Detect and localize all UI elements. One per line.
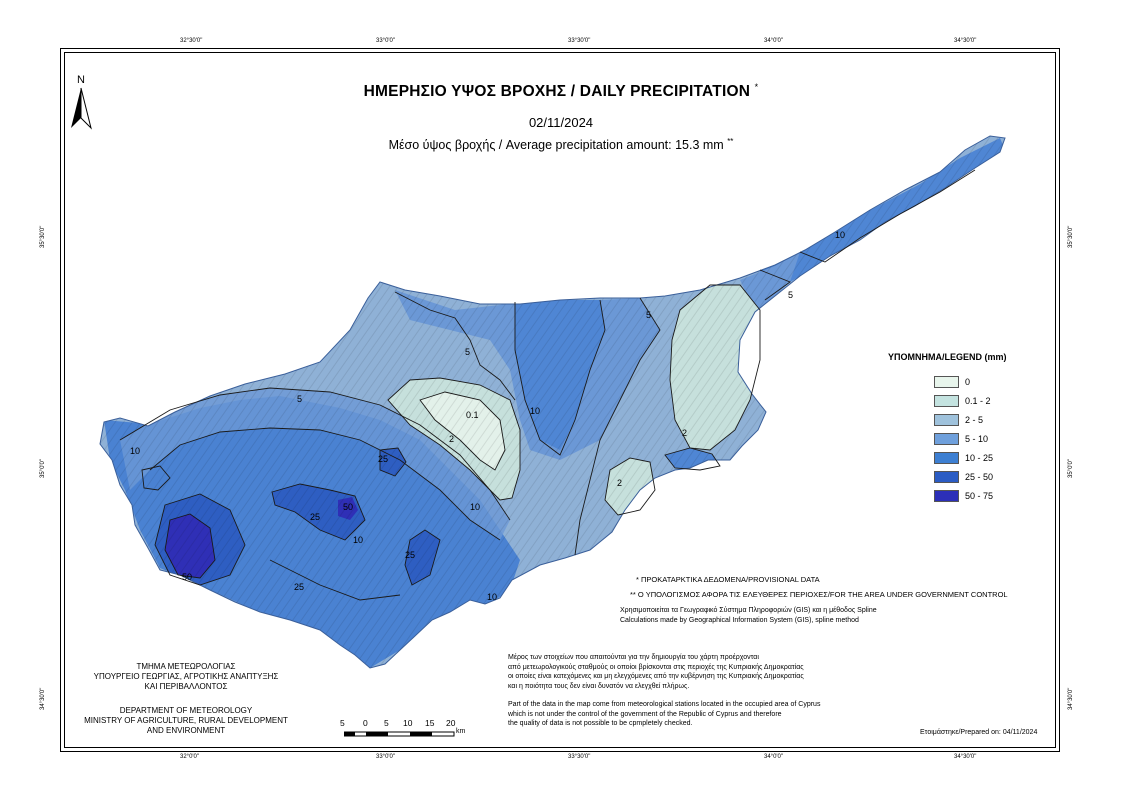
coord-bottom: 33°0'0" [376, 754, 396, 760]
disclaimer-line: Μέρος των στοιχείων που απαιτούνται για … [508, 654, 759, 661]
north-arrow-shape [71, 87, 92, 130]
legend-row: 0.1 - 2 [934, 394, 991, 408]
contour-lines [119, 169, 976, 601]
government-area-note: ** Ο ΥΠΟΛΟΓΙΣΜΟΣ ΑΦΟΡΑ ΤΙΣ ΕΛΕΥΘΕΡΕΣ ΠΕΡ… [630, 590, 1008, 599]
department-english: DEPARTMENT OF METEOROLOGY MINISTRY OF AG… [66, 706, 306, 736]
contour-label: 10 [130, 446, 140, 456]
dept-line: DEPARTMENT OF METEOROLOGY [119, 706, 253, 715]
gis-note-english: Calculations made by Geographical Inform… [620, 617, 859, 624]
coord-top: 33°30'0" [568, 38, 591, 44]
disclaimer-line: και η ποιότητα τους δεν είναι δυνατόν να… [508, 682, 690, 690]
legend-swatch [934, 471, 959, 483]
contour-label: 5 [646, 310, 651, 320]
average-footnote-mark: ** [727, 137, 734, 146]
legend-label: 10 - 25 [965, 453, 994, 463]
coord-top: 32°30'0" [180, 38, 203, 44]
scale-tick: 0 [363, 718, 368, 728]
contour-label: 25 [405, 550, 415, 560]
legend-row: 0 [934, 375, 970, 389]
coord-bottom: 32°0'0" [180, 754, 200, 760]
map-date: 02/11/2024 [528, 115, 594, 130]
contour-label: 2 [449, 434, 454, 444]
legend-swatch [934, 376, 959, 388]
dept-line: ΤΜΗΜΑ ΜΕΤΕΩΡΟΛΟΓΙΑΣ [136, 662, 236, 671]
prepared-date: Ετοιμάστηκε/Prepared on: 04/11/2024 [920, 729, 1038, 736]
scale-tick: 10 [403, 718, 413, 728]
gis-note-greek: Χρησιμοποιείται τα Γεωγραφικό Σύστημα Πλ… [620, 607, 877, 614]
scale-bar [344, 731, 455, 737]
scale-tick: 15 [425, 718, 435, 728]
contour-label: 2 [682, 428, 687, 438]
legend-row: 50 - 75 [934, 489, 993, 503]
disclaimer-line: the quality of data is not possible to b… [508, 720, 693, 727]
disclaimer-greek: Μέρος των στοιχείων που απαιτούνται για … [508, 653, 804, 691]
dept-line: AND ENVIRONMENT [146, 726, 226, 735]
contour-label: 5 [297, 394, 302, 404]
legend-row: 5 - 10 [934, 432, 988, 446]
contour-label: 5 [465, 347, 470, 357]
contour-label: 25 [294, 582, 304, 592]
legend-swatch [934, 452, 959, 464]
scale-tick: 5 [340, 718, 345, 728]
disclaimer-line: οι οποίες είναι κατεχόμενες και μη ελεγχ… [508, 673, 804, 680]
legend-label: 0.1 - 2 [965, 396, 991, 406]
disclaimer-line: από μετεωρολογικούς σταθμούς οι οποίοι β… [508, 663, 804, 671]
scale-tick: 20 [446, 718, 456, 728]
dept-line: ΥΠΟΥΡΓΕΙΟ ΓΕΩΡΓΙΑΣ, ΑΓΡΟΤΙΚΗΣ ΑΝΑΠΤΥΞΗΣ [93, 672, 279, 681]
map-inner-frame [64, 52, 1056, 748]
legend-label: 25 - 50 [965, 472, 994, 482]
legend-label: 2 - 5 [965, 415, 984, 425]
legend-swatch [934, 414, 959, 426]
scale-tick: 5 [384, 718, 389, 728]
legend-swatch [934, 433, 959, 445]
legend-label: 0 [965, 377, 971, 387]
dept-line: MINISTRY OF AGRICULTURE, RURAL DEVELOPME… [84, 716, 288, 725]
scale-bar-labels: 5 0 5 10 15 20 [338, 718, 478, 730]
legend-row: 10 - 25 [934, 451, 993, 465]
contour-label: 10 [487, 592, 497, 602]
north-label: N [77, 74, 85, 86]
disclaimer-line: which is not under the control of the go… [508, 710, 782, 718]
legend-title: ΥΠΟΜΝΗΜΑ/LEGEND (mm) [888, 352, 1007, 362]
map-title: ΗΜΕΡΗΣΙΟ ΥΨΟΣ ΒΡΟΧΗΣ / DAILY PRECIPITATI… [0, 82, 1122, 101]
contour-label: 0.1 [466, 410, 479, 420]
average-precipitation: Μέσο ύψος βροχής / Average precipitation… [0, 137, 1122, 152]
contour-label: 25 [378, 454, 388, 464]
coord-top: 33°0'0" [376, 38, 396, 44]
legend-label: 5 - 10 [965, 434, 989, 444]
contour-label: 25 [310, 512, 320, 522]
legend-row: 2 - 5 [934, 413, 983, 427]
average-text: Μέσο ύψος βροχής / Average precipitation… [388, 138, 724, 153]
contour-labels: 5 5 5 5 10 10 10 10 10 10 0.1 2 2 2 25 2… [130, 230, 845, 602]
coord-bottom: 34°30'0" [954, 754, 977, 760]
coord-top: 34°30'0" [954, 38, 977, 44]
department-greek: ΤΜΗΜΑ ΜΕΤΕΩΡΟΛΟΓΙΑΣ ΥΠΟΥΡΓΕΙΟ ΓΕΩΡΓΙΑΣ, … [66, 662, 306, 692]
legend-swatch [934, 395, 959, 407]
contour-label: 5 [788, 290, 793, 300]
title-footnote-mark: * [754, 82, 759, 92]
contour-label: 10 [470, 502, 480, 512]
contour-label: 10 [835, 230, 845, 240]
contour-label: 50 [182, 572, 192, 582]
contour-label: 50 [343, 502, 353, 512]
coord-top: 34°0'0" [764, 38, 784, 44]
scale-unit: km [456, 728, 466, 735]
legend-swatch [934, 490, 959, 502]
contour-label: 10 [530, 406, 540, 416]
disclaimer-line: Part of the data in the map come from me… [508, 701, 821, 708]
coord-bottom: 34°0'0" [764, 754, 784, 760]
coord-bottom: 33°30'0" [568, 754, 591, 760]
map-title-text: ΗΜΕΡΗΣΙΟ ΥΨΟΣ ΒΡΟΧΗΣ / DAILY PRECIPITATI… [363, 83, 751, 101]
map-outer-frame [60, 48, 1060, 752]
legend-label: 50 - 75 [965, 491, 994, 501]
legend-row: 25 - 50 [934, 470, 993, 484]
provisional-note: * ΠΡΟΚΑΤΑΡΚΤΙΚΑ ΔΕΔΟΜΕΝΑ/PROVISIONAL DAT… [636, 575, 820, 584]
north-arrow-icon: N [68, 74, 94, 134]
disclaimer-english: Part of the data in the map come from me… [508, 700, 820, 729]
contour-label: 2 [617, 478, 622, 488]
contour-label: 10 [353, 535, 363, 545]
dept-line: ΚΑΙ ΠΕΡΙΒΑΛΛΟΝΤΟΣ [144, 682, 228, 691]
